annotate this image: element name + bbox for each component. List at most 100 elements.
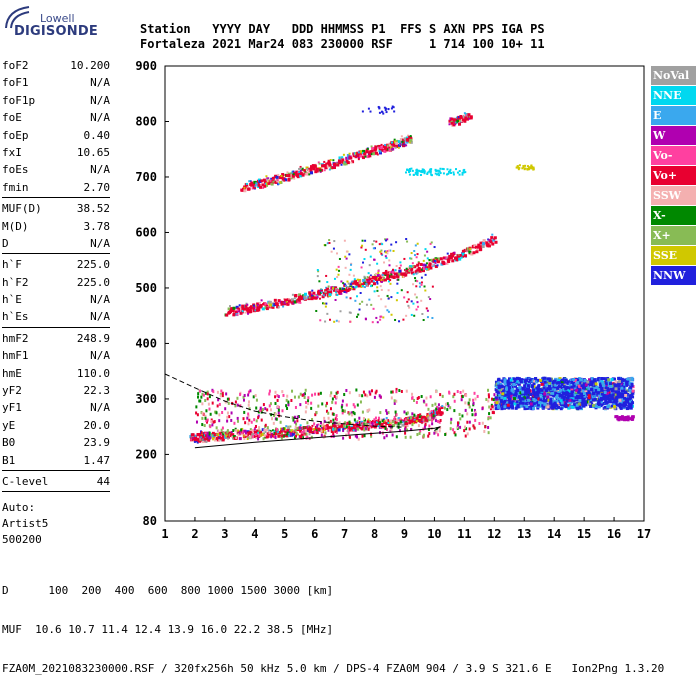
echo-point	[404, 426, 407, 430]
echo-point	[294, 293, 298, 297]
echo-point	[225, 434, 229, 438]
echo-point	[552, 384, 555, 387]
echo-point	[386, 276, 390, 280]
echo-point	[478, 421, 481, 425]
echo-point	[555, 389, 559, 393]
echo-point	[604, 399, 608, 403]
echo-point	[247, 414, 250, 418]
echo-point	[625, 393, 629, 397]
echo-point	[343, 283, 347, 287]
echo-point	[253, 426, 256, 429]
echo-point	[324, 290, 327, 293]
echo-point	[259, 406, 262, 410]
echo-point	[610, 395, 614, 399]
echo-point	[265, 307, 269, 311]
echo-point	[528, 384, 532, 388]
echo-point	[461, 395, 464, 399]
echo-point	[343, 287, 346, 290]
echo-point	[323, 302, 326, 305]
echo-point	[329, 158, 332, 161]
echo-point	[467, 401, 470, 405]
echo-point	[372, 282, 376, 286]
echo-point	[300, 167, 304, 171]
echo-point	[215, 411, 218, 415]
echo-point	[407, 298, 410, 301]
echo-point	[375, 277, 379, 281]
echo-point	[523, 403, 527, 407]
echo-point	[624, 417, 628, 421]
echo-point	[510, 404, 514, 408]
echo-point	[354, 279, 358, 283]
echo-point	[412, 273, 415, 276]
echo-point	[225, 313, 229, 317]
echo-point	[604, 386, 608, 390]
echo-point	[461, 173, 464, 176]
echo-point	[540, 401, 544, 405]
echo-point	[213, 420, 216, 424]
echo-point	[247, 403, 250, 407]
echo-point	[524, 392, 528, 396]
echo-point	[259, 433, 263, 437]
echo-point	[445, 402, 448, 406]
echo-point	[458, 170, 461, 173]
echo-point	[362, 278, 366, 282]
echo-point	[364, 427, 367, 431]
echo-point	[232, 312, 236, 316]
echo-point	[324, 320, 327, 323]
echo-point	[324, 425, 327, 429]
echo-point	[331, 400, 334, 404]
echo-point	[319, 289, 323, 293]
echo-point	[244, 421, 247, 425]
echo-point	[416, 271, 419, 274]
echo-point	[429, 266, 433, 270]
x-tick-label: 1	[161, 527, 168, 541]
echo-point	[266, 426, 269, 430]
echo-point	[197, 395, 200, 399]
echo-point	[377, 294, 380, 297]
echo-point	[612, 383, 616, 387]
echo-point	[405, 389, 408, 393]
echo-point	[427, 296, 430, 299]
echo-point	[495, 386, 499, 390]
echo-point	[264, 431, 267, 434]
echo-point	[375, 389, 378, 393]
param-row: yF2 22.3	[2, 382, 110, 399]
echo-point	[296, 419, 299, 423]
echo-point	[391, 271, 395, 275]
echo-point	[574, 390, 578, 394]
echo-point	[346, 430, 349, 433]
ionogram-chart: 1 2 3 4 5 6 7 8 9 10 11 12 13 14 15 16 17802003004005006…	[135, 59, 651, 541]
echo-point	[536, 389, 540, 393]
echo-point	[497, 405, 501, 409]
echo-point	[429, 414, 432, 418]
echo-point	[237, 433, 241, 437]
echo-point	[381, 273, 384, 276]
echo-point	[250, 183, 254, 187]
echo-point	[564, 378, 568, 382]
echo-point	[303, 298, 306, 301]
echo-point	[416, 242, 419, 245]
echo-point	[518, 385, 522, 389]
echo-point	[566, 391, 570, 395]
echo-point	[431, 422, 434, 426]
echo-point	[384, 271, 388, 275]
echo-point	[206, 390, 209, 394]
echo-point	[243, 189, 247, 193]
x-tick-label: 10	[427, 527, 441, 541]
echo-point	[340, 156, 343, 159]
echo-point	[364, 393, 367, 397]
echo-point	[232, 306, 236, 310]
echo-point	[568, 398, 572, 402]
echo-point	[492, 398, 495, 402]
echo-point	[322, 422, 325, 426]
echo-point	[318, 292, 322, 296]
echo-point	[405, 412, 408, 416]
echo-point	[379, 395, 382, 399]
echo-point	[226, 411, 229, 415]
param-row: hmF2 248.9	[2, 330, 110, 347]
echo-point	[596, 378, 600, 382]
echo-point	[299, 429, 303, 433]
echo-point	[578, 383, 582, 387]
echo-point	[275, 175, 279, 179]
echo-point	[542, 397, 546, 401]
